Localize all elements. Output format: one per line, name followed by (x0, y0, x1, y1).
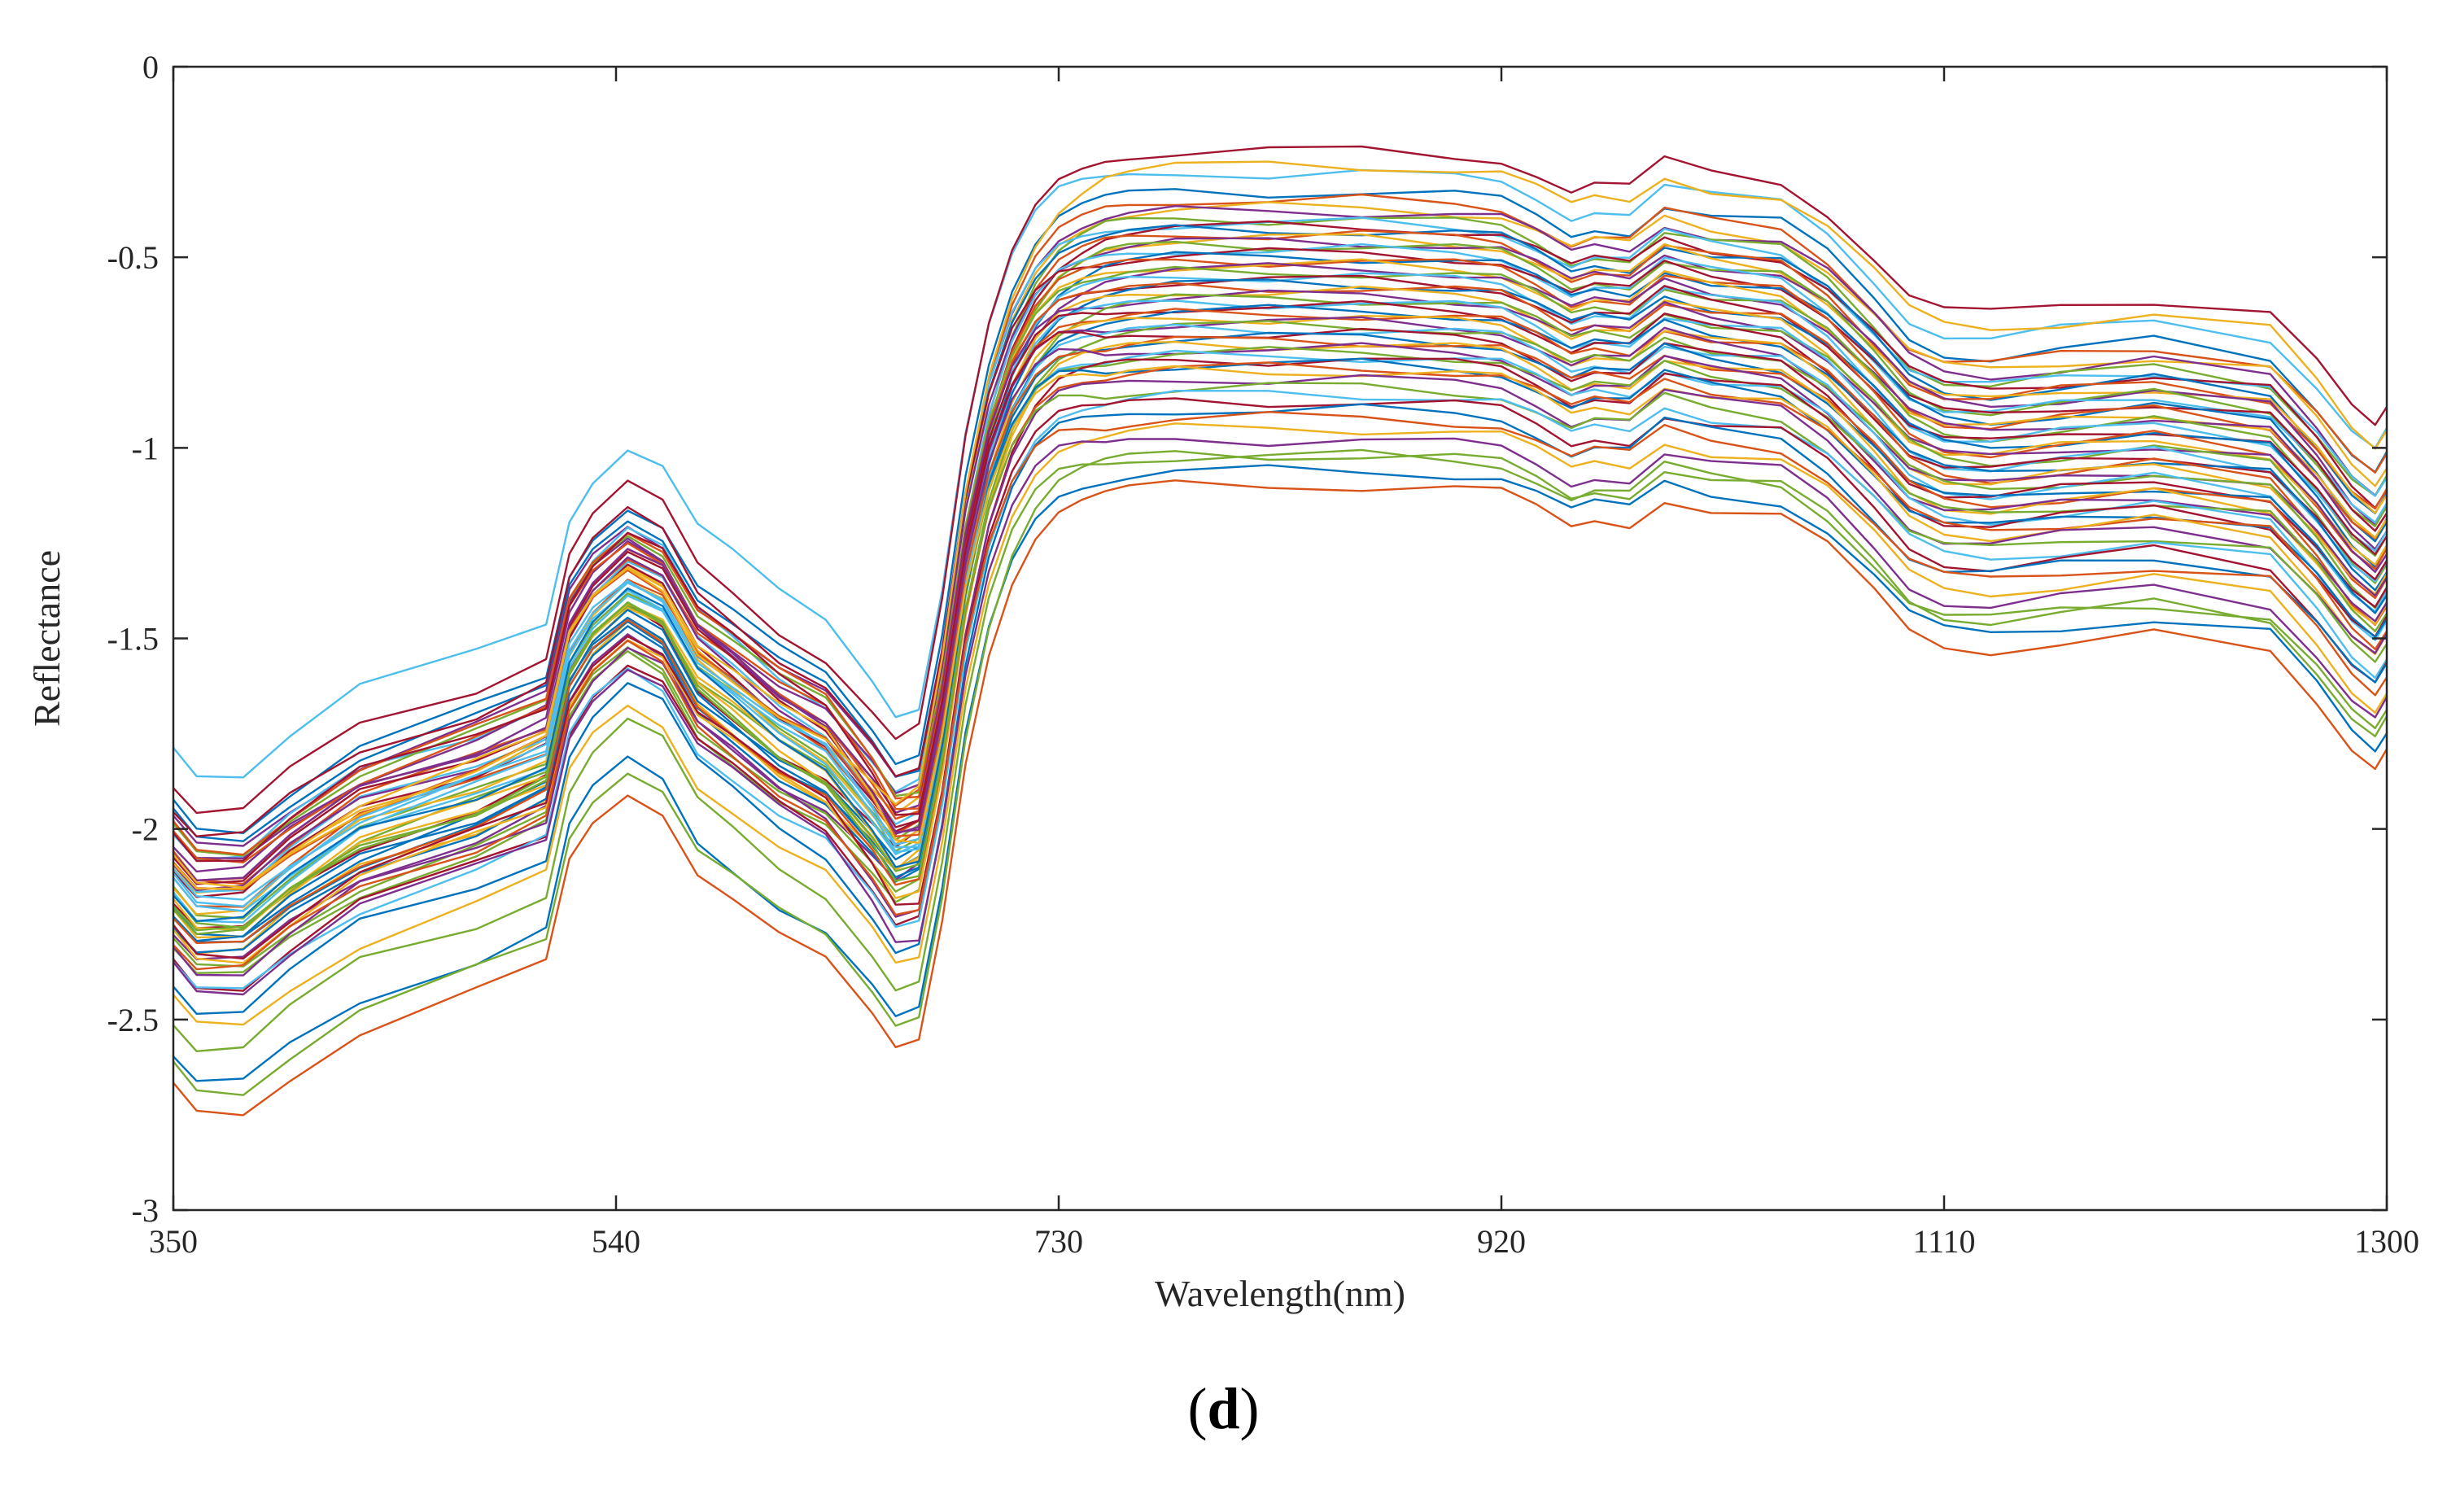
x-tick-label: 920 (1477, 1223, 1526, 1260)
series-line-s6 (173, 216, 2388, 862)
series-line-s41 (173, 349, 2388, 901)
series-line-s22 (173, 278, 2388, 943)
y-tick-label: -0.5 (107, 239, 159, 276)
series-line-s11 (173, 237, 2388, 860)
series-line-s28 (173, 299, 2388, 885)
series-line-s57 (173, 168, 2388, 779)
series-line-s18 (173, 262, 2388, 961)
series-line-s29 (173, 304, 2388, 954)
x-tick-label: 540 (592, 1223, 640, 1260)
series-line-s36 (173, 331, 2388, 942)
series-line-s13 (173, 243, 2388, 894)
series-line-s20 (173, 272, 2388, 924)
series-line-s8 (173, 224, 2388, 842)
series-line-s48 (173, 390, 2388, 990)
axes-layer: 350 540 730 920 1110 1300 0 -0.5 -1 -1.5 -2 -2.5 -3 (107, 49, 2419, 1260)
series-line-s9 (173, 229, 2388, 908)
y-tick-label: 0 (142, 49, 159, 85)
y-tick-label: -2.5 (107, 1002, 159, 1038)
panel-letter: d (1207, 1376, 1240, 1441)
series-line-s5 (173, 216, 2388, 920)
series-line-s21 (173, 274, 2388, 898)
series-line-s47 (173, 382, 2388, 936)
y-tick-label: -1.5 (107, 621, 159, 658)
series-line-s51 (173, 411, 2388, 971)
series-line-s31 (173, 315, 2388, 932)
series-line-s43 (173, 357, 2388, 923)
y-axis-title: Reflectance (26, 550, 68, 727)
series-layer (173, 145, 2388, 1117)
series-line-s15 (173, 251, 2388, 938)
series-line-s44 (173, 361, 2388, 945)
x-axis-title: Wavelength(nm) (1155, 1273, 1405, 1314)
series-line-s37 (173, 335, 2388, 891)
x-tick-label: 730 (1034, 1223, 1083, 1260)
y-tick-label: -1 (132, 430, 159, 466)
series-line-s53 (173, 437, 2388, 996)
series-line-s25 (173, 289, 2388, 873)
series-line-s49 (173, 397, 2388, 960)
series-line-s34 (173, 323, 2388, 912)
x-tick-label: 1110 (1912, 1223, 1975, 1260)
x-tick-label: 350 (149, 1223, 198, 1260)
series-line-s58 (173, 145, 2388, 815)
series-line-s12 (173, 240, 2388, 929)
panel-label: (d) (1187, 1376, 1260, 1441)
series-line-s54 (173, 448, 2388, 1053)
series-line-s26 (173, 293, 2388, 968)
y-tick-label: -2 (132, 811, 159, 848)
series-line-s1 (173, 188, 2388, 834)
series-line-s59 (173, 160, 2388, 890)
y-tick-label: -3 (132, 1192, 159, 1229)
series-line-s39 (173, 342, 2388, 882)
x-tick-label: 1300 (2354, 1223, 2419, 1260)
series-line-s10 (173, 233, 2388, 955)
series-line-s4 (173, 204, 2388, 847)
series-line-s55 (173, 464, 2388, 1082)
series-line-s52 (173, 422, 2388, 1026)
series-line-s60 (173, 450, 2388, 1096)
series-line-s56 (173, 479, 2388, 1117)
series-line-s24 (173, 285, 2388, 939)
